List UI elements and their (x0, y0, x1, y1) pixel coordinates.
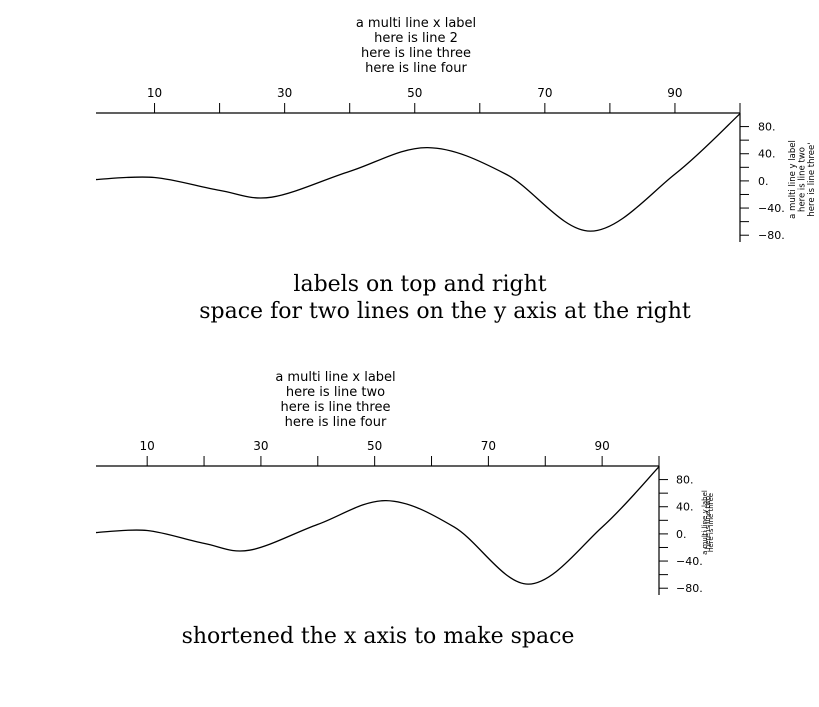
y-tick-label: −80. (758, 229, 785, 242)
x-axis-label-line: here is line four (365, 61, 467, 76)
y-axis-label-line: here is line two (704, 496, 712, 549)
chart-caption-line: space for two lines on the y axis at the… (199, 299, 691, 324)
y-tick-label: −40. (676, 555, 703, 568)
x-axis-label-line: here is line 2 (374, 31, 458, 46)
x-tick-label: 50 (407, 86, 422, 100)
y-tick-label: 80. (676, 474, 694, 487)
x-tick-label: 30 (253, 439, 268, 453)
y-tick-label: −80. (676, 582, 703, 595)
x-tick-label: 90 (594, 439, 609, 453)
x-axis-label-line: here is line four (285, 415, 387, 430)
chart-caption-line: labels on top and right (293, 272, 546, 297)
y-axis-label-line: a multi line y label (788, 140, 798, 219)
series-line (95, 466, 660, 585)
x-axis-label-line: a multi line x label (275, 370, 395, 385)
x-tick-label: 10 (140, 439, 155, 453)
y-tick-label: 40. (758, 148, 776, 161)
x-axis-label-line: here is line three (281, 400, 391, 415)
x-axis-label-line: here is line three (361, 46, 471, 61)
x-axis-label-line: here is line two (286, 385, 385, 400)
x-tick-label: 70 (537, 86, 552, 100)
x-tick-label: 50 (367, 439, 382, 453)
y-tick-label: 0. (676, 528, 687, 541)
y-axis-label-line: here is line two (798, 147, 808, 212)
series-line (95, 113, 741, 232)
x-tick-label: 10 (147, 86, 162, 100)
y-tick-label: 40. (676, 501, 694, 514)
x-tick-label: 90 (667, 86, 682, 100)
x-tick-label: 30 (277, 86, 292, 100)
x-axis-label-line: a multi line x label (356, 16, 476, 31)
y-tick-label: 0. (758, 175, 769, 188)
y-axis-label-line: here is line three (707, 493, 715, 552)
y-tick-label: −40. (758, 202, 785, 215)
y-tick-label: 80. (758, 121, 776, 134)
chart-caption-line: shortened the x axis to make space (182, 624, 575, 649)
y-axis-label-line: a multi line y label (701, 490, 709, 555)
y-axis-label-line: here is line three' (807, 142, 817, 216)
x-tick-label: 70 (481, 439, 496, 453)
